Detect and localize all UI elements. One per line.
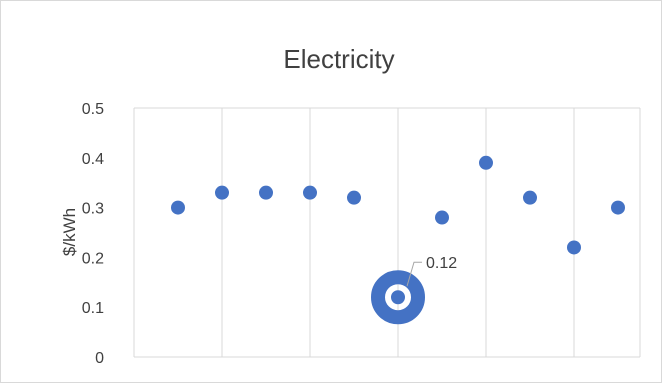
y-tick-label: 0.4 xyxy=(82,151,104,168)
y-tick-label: 0.1 xyxy=(82,300,104,317)
data-point xyxy=(171,200,185,215)
y-tick-label: 0.3 xyxy=(82,201,104,218)
data-point xyxy=(215,185,229,200)
y-tick-labels: 0 0.1 0.2 0.3 0.4 0.5 xyxy=(82,101,104,367)
y-tick-label: 0 xyxy=(95,350,104,367)
data-point xyxy=(523,190,537,205)
data-point xyxy=(611,200,625,215)
data-label: 0.12 xyxy=(426,255,457,272)
data-point xyxy=(347,190,361,205)
data-points xyxy=(171,155,625,325)
y-tick-label: 0.5 xyxy=(82,101,104,118)
y-axis-label: $/kWh xyxy=(60,208,79,256)
data-point xyxy=(479,155,493,170)
leader-line xyxy=(406,261,422,287)
highlight-ring xyxy=(371,270,425,325)
data-point xyxy=(567,240,581,255)
data-point xyxy=(259,185,273,200)
chart-title: Electricity xyxy=(283,44,394,74)
data-labels: 0.12 xyxy=(406,255,457,287)
y-tick-label: 0.2 xyxy=(82,250,104,267)
data-point xyxy=(435,210,449,225)
data-point xyxy=(391,290,405,305)
data-point xyxy=(303,185,317,200)
